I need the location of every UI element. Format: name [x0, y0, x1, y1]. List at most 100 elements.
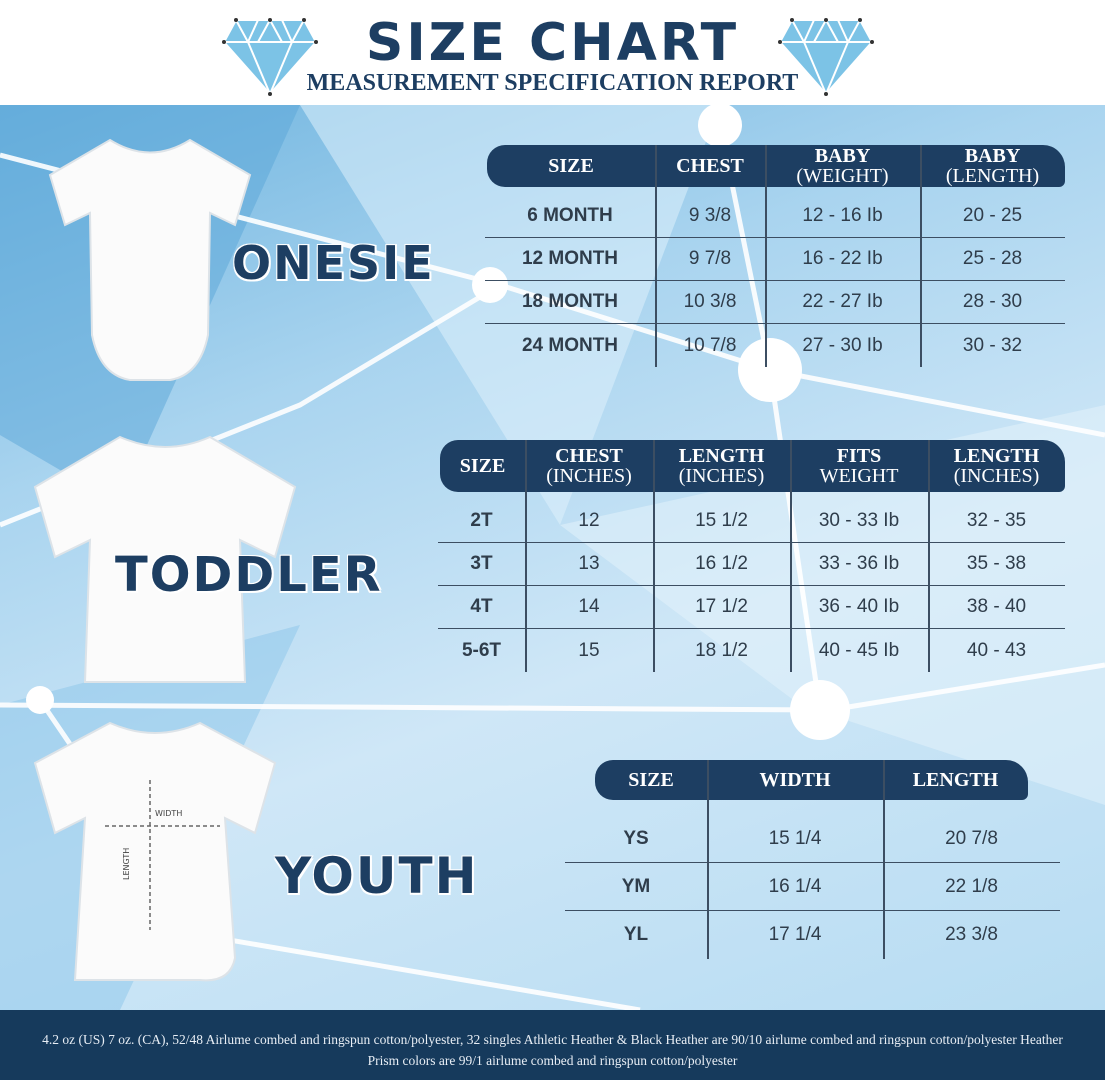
diamond-icon	[778, 18, 874, 96]
header-label: CHEST	[676, 155, 744, 177]
table-cell: 12 - 16 Ib	[802, 205, 883, 226]
header-label: BABY	[964, 145, 1021, 167]
table-row: 6 MONTH 9 3/8 12 - 16 Ib 20 - 25	[485, 195, 1065, 238]
table-cell: 40 - 45 Ib	[818, 639, 900, 661]
column-divider	[765, 145, 767, 367]
column-header: SIZE	[440, 440, 525, 492]
column-header: CHEST	[655, 145, 765, 187]
column-divider	[653, 440, 655, 672]
header-sublabel: WEIGHT	[819, 465, 899, 487]
table-cell: 2T	[470, 510, 493, 531]
column-header: BABY (LENGTH)	[920, 145, 1065, 187]
table-cell: 27 - 30 Ib	[802, 334, 883, 356]
table-cell: 17 1/2	[695, 596, 748, 617]
table-cell: 16 1/4	[768, 875, 822, 897]
footer-fabric-info: 4.2 oz (US) 7 oz. (CA), 52/48 Airlume co…	[0, 1010, 1105, 1080]
table-cell: 10 7/8	[683, 334, 737, 356]
table-cell: 22 1/8	[945, 875, 998, 897]
column-header: WIDTH	[707, 760, 883, 800]
table-cell: 14	[578, 596, 600, 617]
youth-shirt-image	[33, 721, 277, 982]
table-cell: 9 3/8	[688, 205, 732, 226]
header-label: SIZE	[548, 155, 594, 177]
column-divider	[525, 440, 527, 672]
width-annotation: WIDTH	[155, 809, 183, 818]
header-label: LENGTH	[912, 769, 999, 791]
page-subtitle: MEASUREMENT SPECIFICATION REPORT	[306, 70, 799, 96]
column-header: BABY (WEIGHT)	[765, 145, 920, 187]
table-header: SIZE WIDTH LENGTH	[595, 760, 1028, 800]
table-cell: 32 - 35	[966, 510, 1027, 531]
table-cell: 22 - 27 Ib	[802, 291, 883, 312]
table-cell: 36 - 40 Ib	[818, 596, 900, 617]
column-divider	[707, 760, 709, 959]
table-row: 5-6T 15 18 1/2 40 - 45 Ib 40 - 43	[438, 629, 1065, 672]
table-cell: 4T	[470, 596, 493, 617]
header-label: CHEST	[555, 445, 623, 467]
table-cell: YL	[623, 924, 649, 945]
table-cell: 3T	[470, 553, 493, 574]
table-row: 18 MONTH 10 3/8 22 - 27 Ib 28 - 30	[485, 281, 1065, 324]
table-cell: 16 - 22 Ib	[802, 248, 883, 269]
table-header: SIZE CHEST BABY (WEIGHT) BABY (LENGTH)	[487, 145, 1065, 187]
table-cell: YM	[621, 875, 651, 897]
table-cell: 15 1/4	[768, 827, 822, 849]
table-cell: 23 3/8	[945, 924, 998, 945]
table-cell: 18 1/2	[695, 639, 748, 661]
column-divider	[928, 440, 930, 672]
toddler-shirt-image	[33, 435, 297, 683]
column-header: SIZE	[595, 760, 707, 800]
table-row: YS 15 1/4 20 7/8	[565, 815, 1060, 863]
column-divider	[655, 145, 657, 367]
table-cell: 5-6T	[461, 639, 502, 661]
table-cell: 30 - 33 Ib	[818, 510, 900, 531]
header-sublabel: (INCHES)	[678, 465, 765, 487]
table-cell: 38 - 40	[966, 596, 1027, 617]
page-title: SIZE CHART	[365, 13, 740, 73]
column-header: CHEST (INCHES)	[525, 440, 653, 492]
table-row: 2T 12 15 1/2 30 - 33 Ib 32 - 35	[438, 500, 1065, 543]
table-cell: 25 - 28	[962, 248, 1023, 269]
column-divider	[883, 760, 885, 959]
table-cell: 12	[578, 510, 600, 531]
table-cell: 17 1/4	[768, 924, 822, 945]
header-sublabel: (LENGTH)	[945, 165, 1040, 187]
header-label: LENGTH	[678, 445, 765, 467]
column-header: LENGTH	[883, 760, 1028, 800]
table-row: 24 MONTH 10 7/8 27 - 30 Ib 30 - 32	[485, 324, 1065, 367]
table-row: YL 17 1/4 23 3/8	[565, 911, 1060, 959]
column-header: FITS WEIGHT	[790, 440, 928, 492]
table-cell: 20 7/8	[945, 827, 998, 849]
table-cell: 16 1/2	[695, 553, 748, 574]
table-row: YM 16 1/4 22 1/8	[565, 863, 1060, 911]
table-cell: 40 - 43	[966, 639, 1027, 661]
table-cell: 15 1/2	[695, 510, 748, 531]
table-cell: 13	[578, 553, 600, 574]
table-header: SIZE CHEST (INCHES) LENGTH (INCHES) FITS WEIGH…	[440, 440, 1065, 492]
table-cell: 9 7/8	[688, 248, 732, 269]
table-cell: 6 MONTH	[527, 205, 613, 226]
table-cell: 33 - 36 Ib	[818, 553, 900, 574]
table-row: 3T 13 16 1/2 33 - 36 Ib 35 - 38	[438, 543, 1065, 586]
header-sublabel: (INCHES)	[546, 465, 632, 487]
table-cell: 10 3/8	[683, 291, 737, 312]
onesie-label: ONESIE	[232, 236, 435, 290]
onesie-image	[48, 138, 252, 381]
table-cell: 20 - 25	[962, 205, 1023, 226]
column-header: LENGTH (INCHES)	[928, 440, 1065, 492]
table-row: 4T 14 17 1/2 36 - 40 Ib 38 - 40	[438, 586, 1065, 629]
column-header: SIZE	[487, 145, 655, 187]
table-cell: 24 MONTH	[521, 334, 619, 356]
table-cell: YS	[623, 827, 649, 849]
table-cell: 30 - 32	[962, 334, 1023, 356]
header-label: WIDTH	[759, 769, 831, 791]
header-label: LENGTH	[953, 445, 1040, 467]
length-annotation: LENGTH	[122, 847, 131, 880]
column-divider	[790, 440, 792, 672]
toddler-label: TODDLER	[115, 547, 383, 603]
diamond-icon	[222, 18, 318, 96]
header-sublabel: (INCHES)	[953, 465, 1040, 487]
column-header: LENGTH (INCHES)	[653, 440, 790, 492]
table-cell: 15	[578, 639, 600, 661]
header-label: BABY	[814, 145, 871, 167]
